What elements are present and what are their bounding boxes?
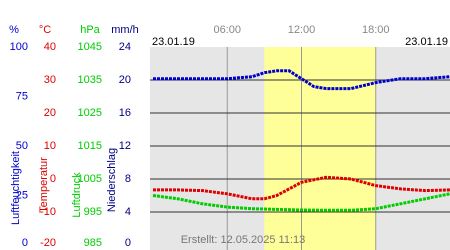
y-tick-label: 20 — [119, 74, 131, 86]
y-tick-label: 985 — [84, 237, 102, 249]
y-tick-label: 1015 — [78, 140, 102, 152]
y-tick-label: -20 — [40, 237, 56, 249]
y-tick-label: 16 — [119, 107, 131, 119]
data-line — [152, 192, 450, 212]
y-tick-label: 20 — [44, 107, 56, 119]
y-tick-label: 25 — [16, 189, 28, 201]
y-tick-label: 0 — [50, 173, 56, 185]
y-tick-label: 24 — [119, 41, 131, 53]
axis-label: Luftfeuchtigkeit — [10, 151, 22, 225]
y-tick-label: 1045 — [78, 41, 102, 53]
date-end: 23.01.19 — [405, 36, 448, 48]
axis-label: Temperatur — [38, 157, 50, 213]
axis-label: Luftdruck — [71, 172, 83, 218]
y-tick-label: 995 — [84, 206, 102, 218]
axis-unit: hPa — [80, 24, 100, 36]
axis-unit: °C — [39, 24, 51, 36]
date-start: 23.01.19 — [152, 36, 195, 48]
y-tick-label: 75 — [16, 90, 28, 102]
y-tick-label: 0 — [125, 237, 131, 249]
y-tick-label: 1005 — [78, 173, 102, 185]
x-tick-label: 12:00 — [288, 24, 316, 36]
daylight-band — [264, 47, 376, 250]
axis-label: Niederschlag — [106, 148, 118, 212]
y-tick-label: 100 — [10, 41, 28, 53]
y-tick-label: 1035 — [78, 74, 102, 86]
y-tick-label: 1025 — [78, 107, 102, 119]
y-tick-label: 40 — [44, 41, 56, 53]
footer: Erstellt: 12.05.2025 11:13 — [181, 234, 306, 246]
data-line — [153, 69, 450, 91]
y-tick-label: 10 — [44, 140, 56, 152]
data-line — [153, 175, 450, 201]
x-tick-label: 06:00 — [213, 24, 241, 36]
y-tick-label: -10 — [40, 206, 56, 218]
y-tick-label: 8 — [125, 173, 131, 185]
axis-unit: % — [9, 24, 19, 36]
y-tick-label: 50 — [16, 140, 28, 152]
y-tick-label: 30 — [44, 74, 56, 86]
y-tick-label: 0 — [22, 237, 28, 249]
axis-unit: mm/h — [111, 24, 139, 36]
y-tick-label: 12 — [119, 140, 131, 152]
x-tick-label: 18:00 — [362, 24, 390, 36]
y-tick-label: 4 — [125, 206, 131, 218]
